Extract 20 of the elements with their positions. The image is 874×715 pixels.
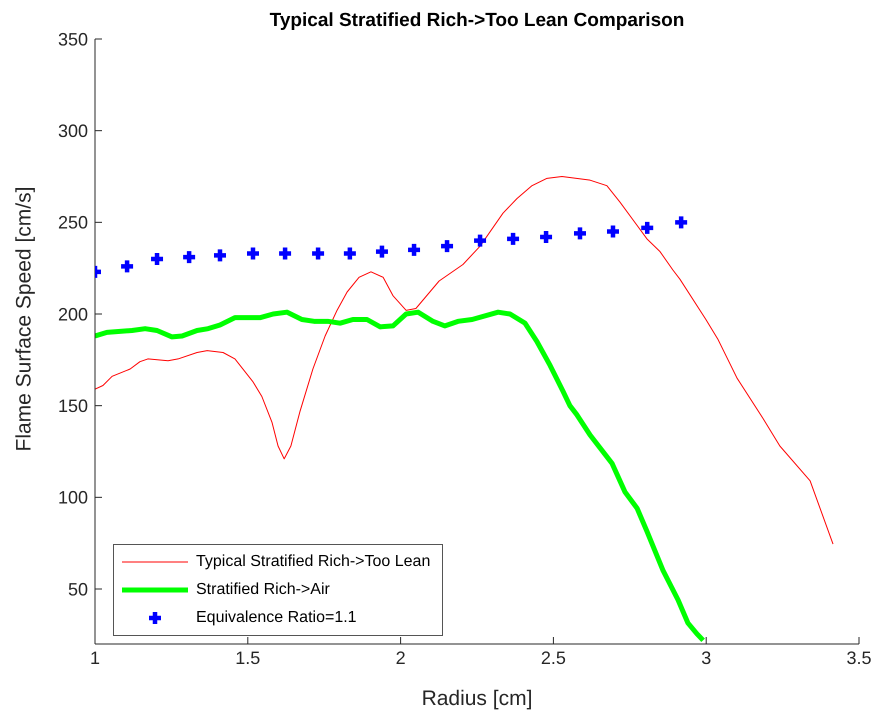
y-tick-label: 250 xyxy=(58,212,88,233)
x-tick-label: 1 xyxy=(90,648,100,668)
y-tick-label: 100 xyxy=(58,488,88,508)
y-tick-label: 150 xyxy=(58,396,88,416)
x-tick-label: 3.5 xyxy=(846,648,872,668)
x-tick-label: 1.5 xyxy=(235,648,260,668)
legend-label: Typical Stratified Rich->Too Lean xyxy=(196,553,430,571)
x-tick-label: 2 xyxy=(396,648,406,668)
legend-label: Equivalence Ratio=1.1 xyxy=(196,609,357,627)
legend-label: Stratified Rich->Air xyxy=(196,581,330,599)
line-series xyxy=(95,176,834,545)
y-tick-label: 350 xyxy=(58,29,88,50)
y-tick-label: 50 xyxy=(68,579,88,600)
x-tick-label: 2.5 xyxy=(540,648,566,668)
x-tick-label: 3 xyxy=(701,648,712,668)
y-axis-title: Flame Surface Speed [cm/s] xyxy=(12,186,36,452)
chart-title: Typical Stratified Rich->Too Lean Comparison xyxy=(268,10,686,32)
x-axis-title: Radius [cm] xyxy=(422,687,532,710)
y-tick-label: 200 xyxy=(58,304,88,324)
y-tick-label: 300 xyxy=(58,121,88,142)
